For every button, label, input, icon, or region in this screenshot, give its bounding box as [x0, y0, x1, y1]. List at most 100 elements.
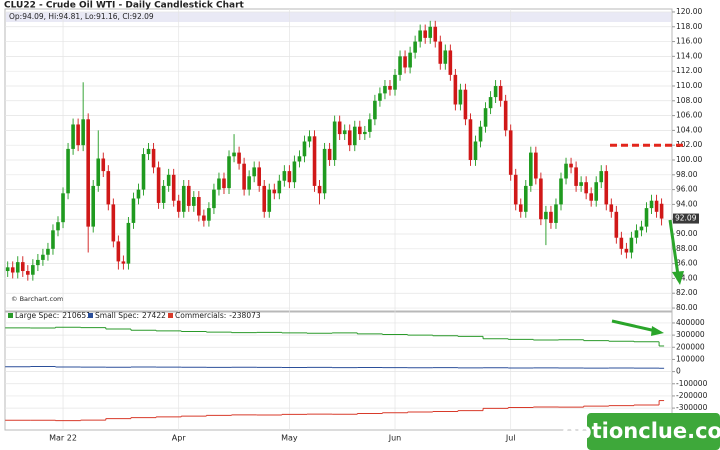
candle-body — [227, 156, 231, 189]
candle-body — [523, 185, 528, 212]
candle-body — [317, 185, 322, 194]
x-tick-label: Jun — [388, 434, 402, 443]
legend-swatch — [168, 313, 173, 318]
candle-body — [453, 74, 458, 105]
y-tick-label: 108.00 — [676, 96, 702, 105]
candle-body — [51, 230, 55, 249]
x-tick-label: May — [281, 434, 298, 443]
candle-body — [247, 176, 251, 190]
legend-value: 27422 — [142, 311, 166, 320]
candle-body — [564, 163, 568, 179]
candle-body — [126, 222, 131, 264]
candle-body — [207, 208, 211, 221]
candle-body — [649, 200, 654, 209]
y-tick-label: 84.00 — [676, 273, 698, 282]
candle-body — [604, 171, 609, 205]
candle-body — [458, 89, 463, 105]
candle-body — [574, 167, 578, 186]
legend-entry: Small Spec: 27422 — [95, 311, 166, 320]
candle-body — [327, 148, 332, 160]
candle-body — [508, 130, 513, 175]
y-tick-label: 120.00 — [676, 7, 702, 16]
candle-body — [222, 178, 226, 189]
candle-body — [614, 211, 619, 238]
ohlc-band — [6, 12, 671, 22]
y-tick-label: 400000 — [676, 318, 705, 327]
candle-body — [448, 50, 453, 75]
cot-panel — [4, 311, 673, 431]
candle-body — [428, 26, 433, 38]
candle-body — [252, 167, 256, 177]
candle-body — [363, 131, 367, 135]
candle-body — [282, 171, 287, 181]
y-tick-label: 96.00 — [676, 185, 698, 194]
candle-body — [26, 271, 30, 275]
x-tick-label: Jul — [505, 434, 516, 443]
candle-body — [503, 100, 508, 131]
candle-body — [383, 85, 387, 94]
candle-body — [66, 148, 70, 194]
candle-body — [151, 148, 156, 168]
candle-body — [493, 85, 498, 98]
candle-body — [378, 93, 382, 101]
y-tick-label: 88.00 — [676, 244, 698, 253]
y-tick-label: 102.00 — [676, 140, 702, 149]
candle-body — [368, 119, 372, 132]
candle-body — [312, 136, 317, 186]
candle-body — [86, 119, 90, 227]
candle-body — [297, 156, 302, 162]
y-tick-label: 80.00 — [676, 303, 698, 312]
candle-body — [176, 200, 181, 212]
candle-body — [96, 158, 101, 186]
candle-body — [71, 124, 75, 149]
candle-body — [594, 182, 599, 201]
candle-body — [46, 248, 50, 255]
legend-value: 210651 — [62, 311, 91, 320]
y-tick-label: 82.00 — [676, 288, 698, 297]
candle-body — [423, 30, 427, 38]
legend-name: Large Spec: — [15, 311, 59, 320]
candle-body — [101, 158, 106, 172]
y-tick-label: 0 — [676, 367, 681, 376]
candle-body — [146, 148, 151, 155]
candle-body — [307, 136, 312, 142]
candle-body — [639, 226, 644, 231]
candle-body — [81, 119, 85, 146]
candle-body — [609, 204, 614, 212]
candle-body — [654, 200, 659, 212]
candle-body — [91, 185, 96, 227]
candle-body — [513, 174, 518, 205]
candle-body — [116, 241, 121, 262]
candle-body — [529, 152, 533, 186]
legend-name: Commercials: — [175, 311, 226, 320]
candle-body — [398, 56, 402, 75]
candle-body — [483, 108, 488, 127]
y-tick-label: -200000 — [676, 391, 708, 400]
credit: © Barchart.com — [11, 295, 63, 303]
candle-body — [56, 222, 60, 231]
candle-body — [131, 198, 136, 223]
candle-body — [358, 126, 362, 135]
y-tick-label: 100.00 — [676, 155, 702, 164]
candle-body — [156, 167, 161, 203]
candle-body — [171, 174, 176, 201]
candle-body — [629, 237, 634, 253]
x-tick-label: Apr — [172, 434, 187, 443]
candle-body — [10, 267, 15, 273]
candle-body — [36, 259, 40, 266]
candle-body — [267, 189, 272, 212]
legend-value: -238073 — [229, 311, 261, 320]
candle-body — [413, 41, 417, 53]
candle-body — [111, 204, 116, 242]
candle-body — [488, 97, 493, 109]
candle-body — [20, 262, 25, 272]
candle-body — [217, 178, 221, 190]
legend-name: Small Spec: — [95, 311, 139, 320]
candle-body — [212, 189, 216, 209]
x-tick-label: Mar 22 — [49, 434, 77, 443]
arrow-head — [651, 326, 664, 336]
candle-body — [498, 85, 503, 101]
candle-body — [277, 180, 282, 194]
candle-body — [192, 197, 196, 206]
